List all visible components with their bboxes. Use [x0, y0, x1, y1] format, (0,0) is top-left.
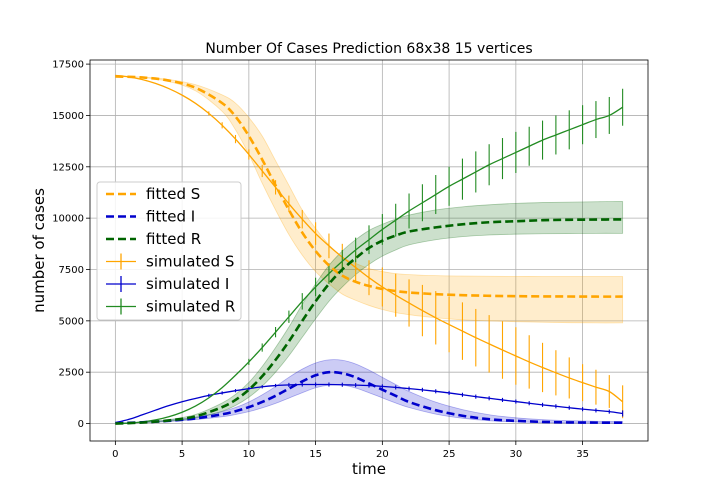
y-tick-label: 2500 — [59, 368, 84, 379]
x-tick-label: 0 — [112, 449, 118, 460]
x-axis-label: time — [352, 460, 386, 478]
y-tick-label: 10000 — [52, 214, 84, 225]
x-tick-label: 10 — [242, 449, 255, 460]
legend-item-fitted-s: fitted S — [106, 185, 200, 203]
x-tick-label: 35 — [576, 449, 589, 460]
legend-label: simulated R — [146, 298, 235, 316]
y-tick-label: 12500 — [52, 162, 84, 173]
legend-item-fitted-r: fitted R — [106, 230, 201, 248]
legend-item-fitted-i: fitted I — [106, 208, 195, 226]
x-tick-label: 25 — [443, 449, 456, 460]
fitted-i-line — [115, 370, 623, 425]
legend-label: simulated I — [146, 275, 229, 293]
legend-label: fitted S — [146, 185, 200, 203]
y-axis-label: number of cases — [30, 188, 48, 313]
x-tick-label: 15 — [309, 449, 322, 460]
y-tick-label: 17500 — [52, 60, 84, 71]
legend-label: fitted R — [146, 230, 201, 248]
x-tick-label: 20 — [376, 449, 389, 460]
simulated-series — [115, 74, 624, 425]
fitted-s-band — [115, 76, 624, 324]
x-tick-label: 30 — [509, 449, 522, 460]
legend-label: fitted I — [146, 208, 195, 226]
legend-item-simulated-i: simulated I — [106, 275, 229, 293]
legend-item-simulated-s: simulated S — [106, 253, 234, 271]
plot-frame — [89, 59, 649, 442]
y-tick-label: 15000 — [52, 111, 84, 122]
fitted-s-line — [115, 75, 623, 298]
axis-ticks: 0 5 10 15 20 25 30 35 0 2500 5000 7500 10000 12500 150… — [52, 60, 589, 460]
legend-label: simulated S — [146, 253, 234, 271]
fitted-r-line — [115, 218, 623, 425]
y-tick-label: 5000 — [59, 316, 84, 327]
legend-item-simulated-r: simulated R — [106, 298, 235, 316]
fitted-i-band — [115, 359, 624, 424]
fitted-series — [115, 75, 623, 425]
x-tick-label: 5 — [179, 449, 185, 460]
legend: fitted S fitted I fitted R simulated S simul… — [96, 181, 242, 321]
chart-title: Number Of Cases Prediction 68x38 15 vert… — [205, 41, 532, 57]
y-tick-label: 0 — [78, 419, 84, 430]
y-tick-label: 7500 — [59, 265, 84, 276]
